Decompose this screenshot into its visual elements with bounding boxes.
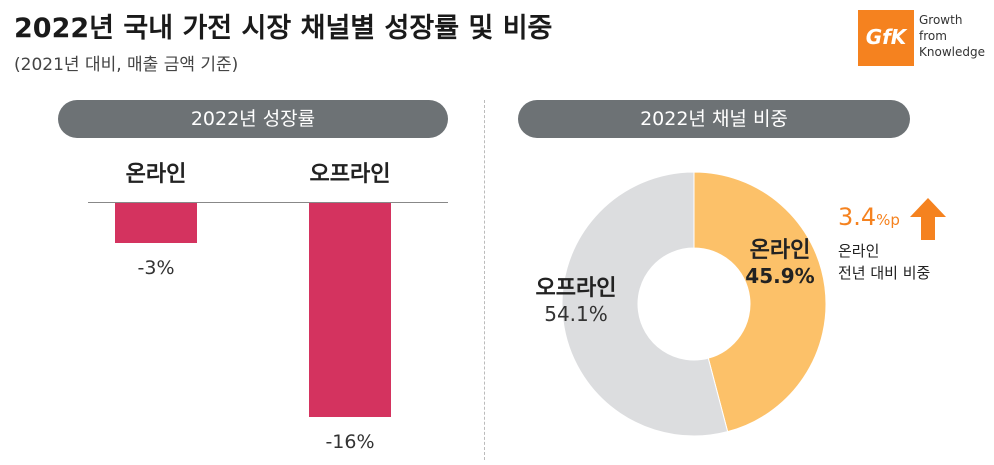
- donut-label-offline-value: 54.1%: [544, 302, 608, 326]
- bar-value-label-offline: -16%: [325, 431, 375, 454]
- bar-category-offline: 오프라인: [309, 162, 391, 187]
- donut-slice-online: [693, 171, 827, 433]
- donut-slice-offline: [561, 171, 729, 437]
- donut-label-online-name: 온라인: [749, 238, 811, 263]
- panel-divider: [484, 100, 485, 460]
- bar-category-online: 온라인: [125, 162, 187, 187]
- share-change-number: 3.4: [838, 203, 877, 231]
- share-change-note-line: 전년 대비 비중: [838, 264, 931, 282]
- share-change-unit: %p: [876, 211, 900, 229]
- page-title: 2022년 국내 가전 시장 채널별 성장률 및 비중: [14, 13, 553, 44]
- donut-label-online-value: 45.9%: [745, 264, 815, 288]
- bar-baseline: [88, 202, 448, 203]
- page-subtitle: (2021년 대비, 매출 금액 기준): [14, 55, 239, 75]
- donut-label-online: 온라인 45.9%: [720, 232, 840, 288]
- share-panel-title: 2022년 채널 비중: [518, 100, 910, 138]
- logo-tagline-line: Knowledge: [919, 45, 985, 59]
- logo-tagline: Growth from Knowledge: [919, 12, 985, 60]
- logo-mark: GfK: [865, 25, 907, 49]
- logo-tagline-line: Growth: [919, 13, 963, 27]
- share-change-note: 온라인 전년 대비 비중: [838, 240, 930, 284]
- bar-offline: [309, 203, 391, 418]
- donut-label-offline-name: 오프라인: [535, 276, 617, 301]
- bar-value-label-online: -3%: [137, 257, 175, 280]
- donut-label-offline: 오프라인 54.1%: [516, 270, 636, 326]
- bar-online: [115, 203, 197, 244]
- arrow-up-icon: [910, 198, 946, 240]
- logo-tagline-line: from: [919, 29, 947, 43]
- share-change-note-line: 온라인: [838, 242, 880, 260]
- gfk-logo: GfK: [858, 10, 914, 66]
- donut-chart: [561, 171, 827, 437]
- growth-panel-title: 2022년 성장률: [58, 100, 448, 138]
- share-change-value: 3.4%p: [838, 203, 900, 231]
